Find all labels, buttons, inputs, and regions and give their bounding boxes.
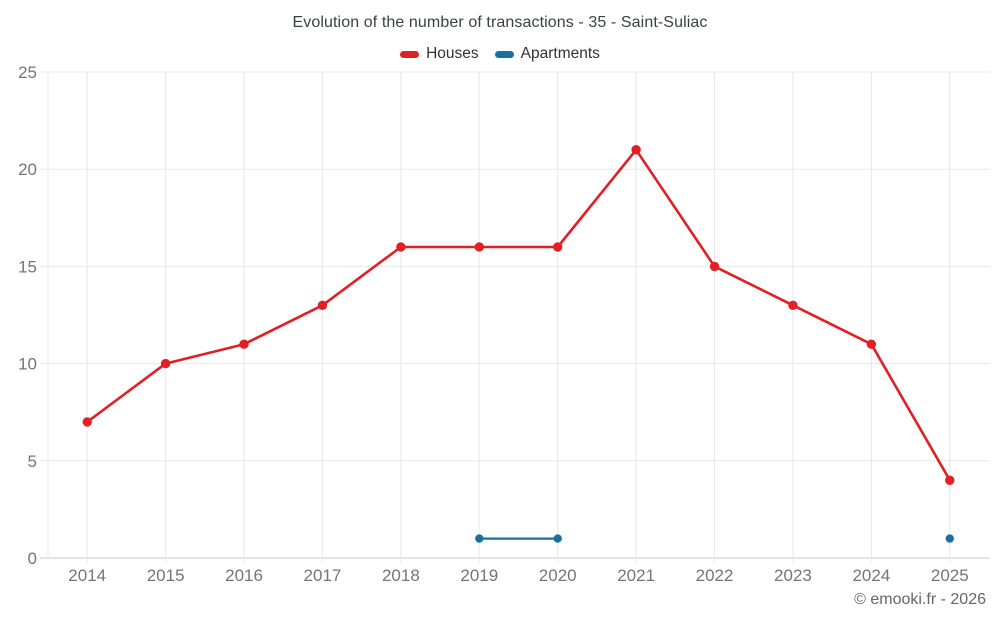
data-point-houses [396, 242, 406, 252]
x-axis-tick-label: 2024 [852, 566, 890, 585]
data-point-apartments [553, 534, 562, 543]
x-axis-tick-label: 2015 [147, 566, 185, 585]
data-point-houses [317, 300, 328, 310]
data-point-houses [866, 339, 877, 349]
legend-label-apartments: Apartments [520, 45, 600, 62]
legend: Houses Apartments [0, 45, 1000, 63]
series-line-houses [85, 148, 952, 482]
x-axis-tick-label: 2014 [68, 566, 106, 585]
x-axis-tick-label: 2020 [539, 566, 577, 585]
data-point-houses [239, 339, 249, 349]
x-axis-tick-label: 2019 [460, 566, 498, 585]
x-axis-tick-label: 2016 [225, 566, 263, 585]
x-axis-tick-label: 2023 [774, 566, 812, 585]
y-axis-tick-label: 25 [18, 63, 37, 82]
data-point-houses [160, 358, 171, 369]
data-point-houses [474, 242, 484, 252]
y-axis-tick-label: 5 [28, 452, 37, 471]
data-point-apartments [475, 534, 484, 543]
x-axis-tick-label: 2021 [617, 566, 655, 585]
legend-label-houses: Houses [426, 45, 479, 62]
legend-item-houses[interactable]: Houses [400, 45, 479, 63]
data-point-houses [788, 300, 798, 310]
chart-title: Evolution of the number of transactions … [292, 14, 708, 31]
x-axis-tick-label: 2022 [696, 566, 734, 585]
y-axis-tick-label: 15 [18, 257, 37, 276]
data-point-houses [82, 417, 92, 427]
x-axis-tick-label: 2025 [931, 566, 969, 585]
data-point-houses [945, 475, 955, 485]
data-point-houses [709, 261, 720, 272]
data-point-houses [553, 242, 563, 252]
data-point-apartments [945, 534, 954, 543]
x-axis-tick-label: 2018 [382, 566, 420, 585]
attribution: © emooki.fr - 2026 [854, 591, 986, 608]
legend-item-apartments[interactable]: Apartments [494, 45, 600, 63]
y-axis-tick-label: 20 [18, 160, 37, 179]
data-point-houses [631, 145, 641, 155]
y-axis-tick-label: 10 [18, 355, 37, 374]
x-axis-tick-label: 2017 [304, 566, 342, 585]
houses-legend-swatch-icon [400, 50, 420, 58]
apartments-legend-swatch-icon [494, 50, 514, 58]
y-axis-tick-label: 0 [28, 549, 37, 568]
